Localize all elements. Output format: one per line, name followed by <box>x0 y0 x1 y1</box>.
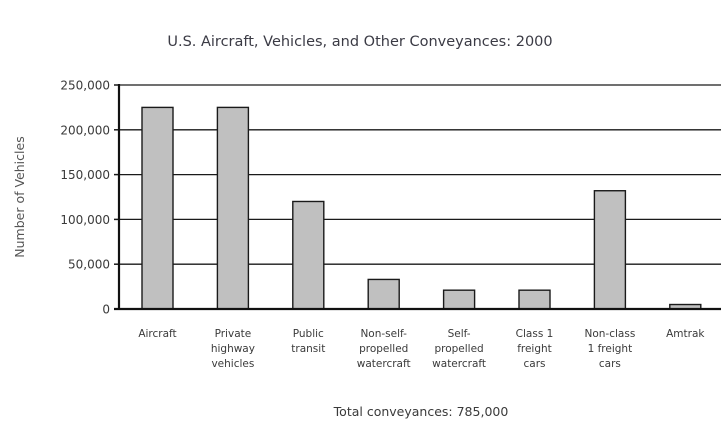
x-category-label: Non-self- <box>360 328 407 340</box>
bar <box>292 200 325 310</box>
y-tick-label: 0 <box>102 303 110 317</box>
y-tick-label: 100,000 <box>60 213 110 227</box>
x-category-label: cars <box>524 358 546 370</box>
total-conveyances-note: Total conveyances: 785,000 <box>333 404 509 419</box>
y-tick-label: 50,000 <box>68 258 110 272</box>
bar <box>216 106 250 310</box>
x-category-label: freight <box>517 343 552 355</box>
y-axis-label: Number of Vehicles <box>12 136 27 257</box>
x-category-label: propelled <box>359 343 408 355</box>
bar <box>367 278 400 310</box>
y-tick-label: 250,000 <box>60 79 110 93</box>
x-category-label: Self- <box>448 328 471 340</box>
chart-title: U.S. Aircraft, Vehicles, and Other Conve… <box>167 34 552 50</box>
x-category-label: 1 freight <box>588 343 633 355</box>
bar <box>518 289 551 310</box>
y-tick-labels: 0 50,000 100,000 150,000 200,000 250,000 <box>60 79 110 317</box>
x-category-label: vehicles <box>211 358 254 370</box>
x-category-label: Aircraft <box>138 328 176 340</box>
x-category-label: Public <box>293 328 324 340</box>
gridlines <box>114 84 721 310</box>
y-tick-label: 150,000 <box>60 168 110 182</box>
bar <box>141 106 174 310</box>
x-category-label: Class 1 <box>516 328 554 340</box>
x-category-label: highway <box>211 343 255 355</box>
x-category-label: propelled <box>434 343 483 355</box>
x-category-label: cars <box>599 358 621 370</box>
x-category-label: watercraft <box>357 358 411 370</box>
x-category-label: Non-class <box>585 328 636 340</box>
x-category-label: Amtrak <box>666 328 705 340</box>
bars <box>141 106 702 310</box>
x-category-labels: Aircraft Private highway vehicles Public tran… <box>138 328 705 370</box>
axes <box>114 84 721 311</box>
bar <box>593 190 627 310</box>
y-tick-label: 200,000 <box>60 123 110 137</box>
x-category-label: Private <box>215 328 252 340</box>
x-category-label: watercraft <box>432 358 486 370</box>
x-category-label: transit <box>291 343 325 355</box>
bar <box>442 289 476 310</box>
